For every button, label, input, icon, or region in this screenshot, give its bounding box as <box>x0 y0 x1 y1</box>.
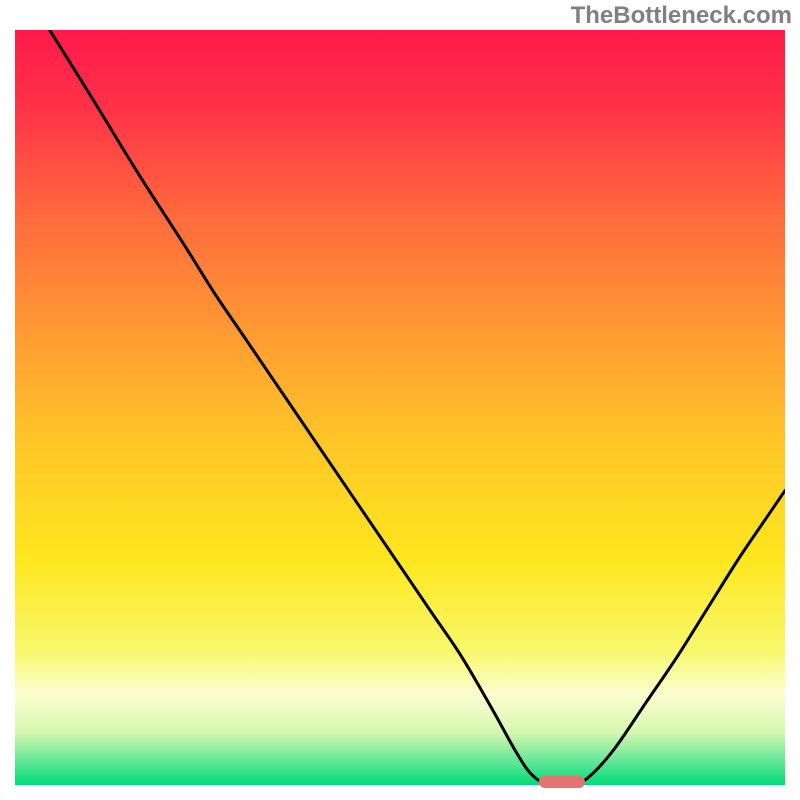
chart-container: TheBottleneck.com <box>0 0 800 800</box>
watermark-text: TheBottleneck.com <box>571 2 792 30</box>
plot-area <box>15 30 785 785</box>
bottleneck-curve <box>15 30 785 785</box>
optimal-range-marker <box>539 776 585 788</box>
